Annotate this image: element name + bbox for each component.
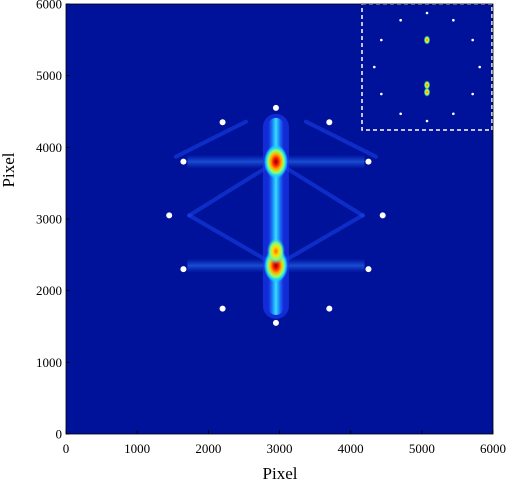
diffuse-streak xyxy=(187,213,278,268)
inset-marker-dot xyxy=(425,119,429,123)
x-axis: 0 1000 2000 3000 4000 5000 6000 xyxy=(63,430,506,456)
inset-marker-dot xyxy=(380,38,383,42)
inset-marker-dot xyxy=(452,112,455,116)
diffuse-streak xyxy=(173,119,248,159)
y-tick-label: 2000 xyxy=(36,283,62,298)
diffuse-streak xyxy=(303,119,378,159)
x-tick-label: 2000 xyxy=(195,441,221,456)
marker-dot xyxy=(326,305,333,312)
marker-dot xyxy=(365,266,372,273)
diffraction-pattern xyxy=(173,113,378,319)
marker-dot xyxy=(365,158,372,165)
marker-dot xyxy=(180,266,187,273)
inset-hotspot xyxy=(423,80,431,90)
marker-dot xyxy=(379,212,386,219)
inset-marker-dot xyxy=(399,18,402,22)
marker-dot xyxy=(272,104,279,111)
y-tick-label: 1000 xyxy=(36,355,62,370)
marker-dot xyxy=(272,319,279,326)
inset-marker-dot xyxy=(380,92,383,96)
y-tick-label: 0 xyxy=(56,427,63,442)
x-tick-label: 3000 xyxy=(267,441,293,456)
intensity-hotspot xyxy=(266,238,285,265)
diffuse-streak xyxy=(187,159,278,218)
inset-marker-dot xyxy=(471,92,474,96)
inset-hotspot xyxy=(423,87,431,97)
y-axis: 0 1000 2000 3000 4000 5000 6000 xyxy=(36,0,70,442)
y-tick-label: 6000 xyxy=(36,0,62,12)
inset-marker-dot xyxy=(471,38,474,42)
inset-marker-dot xyxy=(372,65,376,69)
marker-dot xyxy=(326,119,333,126)
inset-marker-dot xyxy=(478,65,482,69)
y-tick-label: 3000 xyxy=(36,212,62,227)
x-axis-title: Pixel xyxy=(263,464,298,483)
marker-dot xyxy=(219,305,226,312)
marker-dot xyxy=(219,119,226,126)
inset-panel xyxy=(361,3,493,131)
intensity-hotspot xyxy=(263,144,288,179)
y-axis-title: Pixel xyxy=(0,152,18,187)
marker-dot xyxy=(166,212,173,219)
x-tick-label: 5000 xyxy=(409,441,435,456)
y-tick-label: 5000 xyxy=(36,68,62,83)
x-tick-label: 4000 xyxy=(338,441,364,456)
inset-hotspot xyxy=(423,35,431,45)
inset-marker-dot xyxy=(425,11,429,15)
x-tick-label: 6000 xyxy=(480,441,506,456)
inset-marker-dot xyxy=(452,18,455,22)
marker-layer xyxy=(166,104,386,326)
inset-content xyxy=(372,11,482,123)
x-tick-label: 1000 xyxy=(124,441,150,456)
inset-marker-dot xyxy=(399,112,402,116)
y-tick-label: 4000 xyxy=(36,140,62,155)
marker-dot xyxy=(180,158,187,165)
diffuse-streak xyxy=(273,213,365,268)
x-tick-label: 0 xyxy=(63,441,70,456)
diffuse-streak xyxy=(273,159,365,218)
